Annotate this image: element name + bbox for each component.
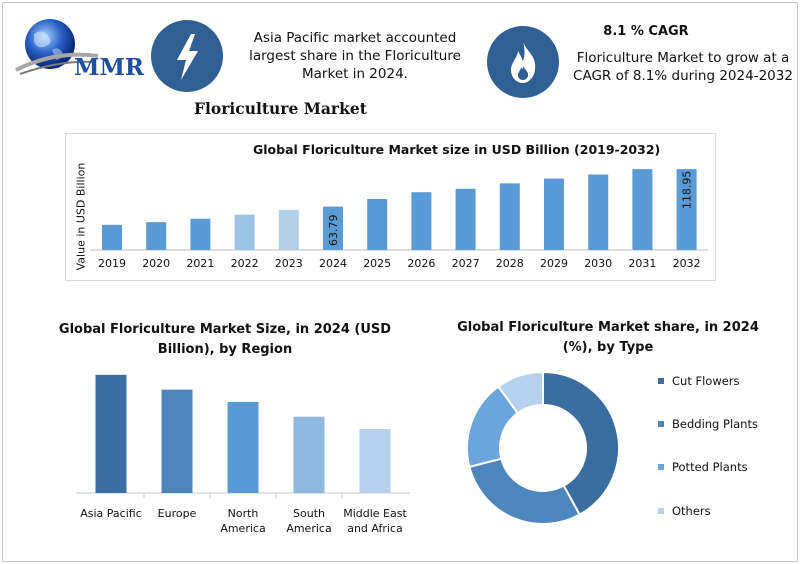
mmr-logo: MMR [12,14,147,84]
legend-label-cut-flowers: Cut Flowers [672,374,740,388]
bar-2023 [278,209,299,250]
bar-2026 [411,192,432,250]
bar-2024 [323,206,343,250]
region-label-middle-east-and-africa: Middle East and Africa [343,507,407,535]
cagr-title: 8.1 % CAGR [603,24,689,39]
x-tick-2032: 2032 [673,257,701,270]
cagr-note: Floriculture Market to grow at a CAGR of… [573,50,793,84]
region-label-north-america: North America [220,507,265,535]
bar-2029 [544,178,564,250]
data-label-2032: 118.95 [681,171,694,210]
flame-icon [511,42,536,83]
region-bar-asia-pacific [95,374,127,493]
slice-cut-flowers [542,370,620,516]
globe-icon [15,19,99,75]
region-bar-south-america [293,416,325,493]
x-tick-2025: 2025 [363,257,391,270]
type-share-chart-title: Global Floriculture Market share, in 202… [457,320,759,355]
x-tick-2030: 2030 [584,257,612,270]
legend-swatch-potted-plants [658,464,664,470]
x-tick-2029: 2029 [540,257,568,270]
logo-text: MMR [74,54,145,81]
x-tick-2021: 2021 [186,257,214,270]
region-label-asia-pacific: Asia Pacific [80,507,142,520]
legend-item-potted-plants: Potted Plants [658,460,748,474]
bar-2030 [588,174,609,250]
x-tick-2026: 2026 [407,257,435,270]
bar-2019 [102,224,122,250]
region-bar-middle-east-and-africa [359,429,391,493]
lightning-badge [151,20,223,92]
bar-2020 [146,222,167,250]
x-tick-2024: 2024 [319,257,347,270]
market-size-chart-title: Global Floriculture Market size in USD B… [253,142,661,157]
x-tick-2020: 2020 [142,257,170,270]
x-tick-2019: 2019 [98,257,126,270]
lightning-icon [177,34,198,80]
legend-swatch-bedding-plants [658,421,664,427]
x-tick-2023: 2023 [275,257,303,270]
bar-2032 [676,169,697,250]
legend-label-bedding-plants: Bedding Plants [672,417,758,431]
bar-2025 [367,199,388,250]
legend-label-potted-plants: Potted Plants [672,460,748,474]
legend-item-bedding-plants: Bedding Plants [658,417,758,431]
page-title: Floriculture Market [194,99,367,118]
slice-others [496,370,544,415]
legend-item-cut-flowers: Cut Flowers [658,374,740,388]
legend-item-others: Others [658,504,711,518]
bar-2022 [234,214,255,250]
x-tick-2028: 2028 [496,257,524,270]
bar-2028 [499,183,520,250]
flame-badge [487,26,559,98]
region-label-south-america: South America [286,507,331,535]
asia-pacific-note: Asia Pacific market accounted largest sh… [249,30,461,82]
x-tick-2027: 2027 [452,257,480,270]
legend-swatch-others [658,508,664,514]
region-bar-north-america [227,401,259,493]
bar-2021 [190,218,211,250]
region-label-europe: Europe [158,507,197,520]
region-chart-title: Global Floriculture Market Size, in 2024… [58,322,392,357]
data-label-2024: 63.79 [327,215,340,247]
slice-bedding-plants [468,457,581,525]
bar-2031 [632,169,653,250]
x-tick-2031: 2031 [628,257,656,270]
legend-swatch-cut-flowers [658,378,664,384]
region-bar-europe [161,389,193,493]
x-tick-2022: 2022 [231,257,259,270]
bar-2027 [455,188,476,250]
market-size-chart-panel [65,133,716,281]
legend-label-others: Others [672,504,711,518]
